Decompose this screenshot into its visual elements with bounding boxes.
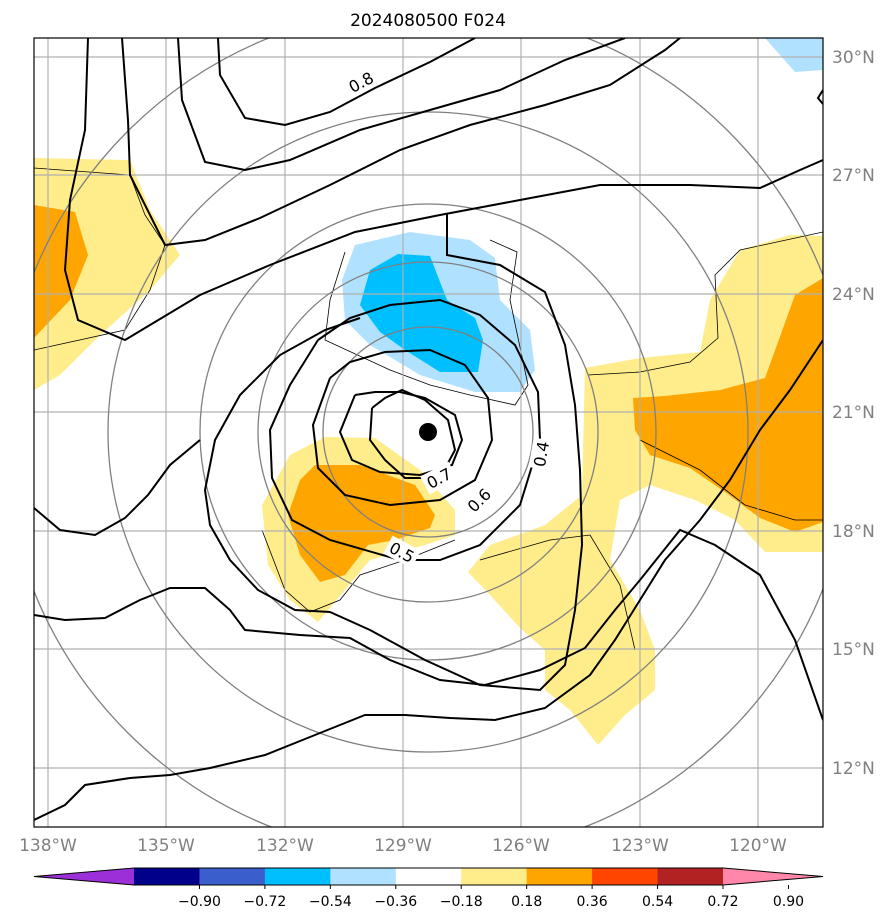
shade-ne-blue (765, 38, 823, 72)
shade-blue (360, 254, 483, 372)
contour-outer-3 (63, 38, 823, 342)
colorbar-tick-label: −0.90 (178, 894, 221, 910)
colorbar-tick-label: 0.90 (773, 894, 804, 910)
colorbar-segment (526, 868, 593, 885)
contour-lines (34, 38, 823, 821)
colorbar-tick-label: −0.36 (374, 894, 417, 910)
colorbar-tick-label: 0.36 (577, 894, 608, 910)
colorbar-outline (33, 867, 824, 886)
shade-east-yellow (468, 235, 823, 745)
colorbar: −0.90 −0.72 −0.54 −0.36 −0.18 0.18 0.36 0.54 0.7… (33, 867, 824, 910)
map-frame (33, 37, 824, 828)
y-tick-label: 15°N (832, 640, 875, 660)
colorbar-segment (592, 868, 659, 885)
map-area: 0.8 0.7 0.6 0.5 0.4 (34, 38, 823, 827)
contour-south-2 (34, 528, 823, 721)
colorbar-extend-low (34, 868, 134, 885)
contour-0-8-top (217, 38, 476, 127)
colorbar-tick-label: −0.18 (440, 894, 483, 910)
storm-center-marker (419, 423, 437, 441)
contour-label-0-4: 0.4 (530, 440, 553, 468)
colorbar-segment (395, 868, 462, 885)
contour-outer-2 (121, 38, 681, 247)
contour-south-3 (34, 339, 823, 821)
range-rings (34, 38, 823, 827)
contour-0-5 (268, 298, 542, 561)
colorbar-segment (657, 868, 724, 885)
x-tick-label: 138°W (19, 836, 77, 856)
colorbar-segment (199, 868, 266, 885)
y-tick-label: 21°N (832, 403, 875, 423)
colorbar-extend-high (723, 868, 823, 885)
y-tick-label: 12°N (832, 759, 875, 779)
y-axis-labels: 30°N 27°N 24°N 21°N 18°N 15°N 12°N (832, 48, 875, 779)
x-tick-label: 129°W (374, 836, 432, 856)
contour-0-6 (311, 348, 494, 507)
contour-inner (368, 388, 457, 479)
map-title: 2024080500 F024 (350, 11, 506, 31)
shade-east-orange (633, 278, 823, 532)
contour-outer-1 (177, 38, 626, 172)
colorbar-tick-label: −0.72 (243, 894, 286, 910)
y-tick-label: 30°N (832, 48, 875, 68)
x-axis-labels: 138°W 135°W 132°W 129°W 126°W 123°W 120°… (19, 836, 787, 856)
shade-sw-orange (288, 465, 435, 582)
y-tick-label: 24°N (832, 285, 875, 305)
colorbar-segment (134, 868, 200, 885)
shading-layer (34, 38, 823, 745)
contour-south-1 (34, 439, 201, 537)
colorbar-segment (330, 868, 397, 885)
x-tick-label: 126°W (492, 836, 550, 856)
colorbar-tick-label: −0.54 (309, 894, 352, 910)
y-tick-label: 18°N (832, 522, 875, 542)
colorbar-segment (461, 868, 528, 885)
contour-0-4 (203, 213, 584, 692)
colorbar-segment (264, 868, 331, 885)
x-tick-label: 132°W (256, 836, 314, 856)
y-tick-label: 27°N (832, 166, 875, 186)
x-tick-label: 123°W (611, 836, 669, 856)
x-tick-label: 120°W (729, 836, 787, 856)
colorbar-tick-label: 0.54 (642, 894, 673, 910)
colorbar-tick-label: 0.18 (511, 894, 542, 910)
x-tick-label: 135°W (137, 836, 195, 856)
colorbar-tick-label: 0.72 (707, 894, 738, 910)
contour-east-edge (816, 89, 823, 105)
